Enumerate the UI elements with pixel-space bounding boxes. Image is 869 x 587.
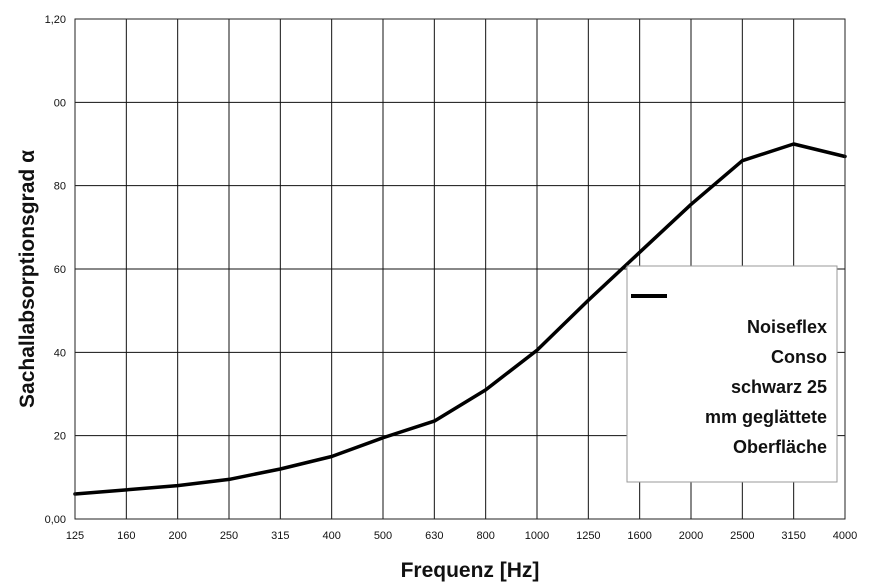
legend-label-line: schwarz 25 [731, 377, 827, 397]
x-tick-label: 160 [117, 530, 135, 542]
series-lines [73, 142, 847, 496]
legend-label: Noiseflex Conso schwarz 25 mm geglättete Obe… [705, 317, 827, 457]
x-tick-label: 500 [374, 530, 392, 542]
plot-frame [74, 18, 846, 520]
y-tick-label: 20 [54, 431, 66, 443]
legend-label-line: mm geglättete [705, 407, 827, 427]
legend-label-line: Oberfläche [733, 437, 827, 457]
y-tick-label: 0,00 [45, 514, 66, 526]
legend: Noiseflex Conso schwarz 25 mm geglättete Obe… [626, 265, 838, 483]
x-tick-label: 800 [476, 530, 494, 542]
x-tick-label: 400 [322, 530, 340, 542]
x-axis-title: Frequenz [Hz] [401, 559, 540, 582]
x-tick-label: 2000 [679, 530, 703, 542]
y-tick-label: 40 [54, 347, 66, 359]
y-tick-labels: 0,00 20 40 60 80 00 1,20 [45, 14, 66, 526]
x-tick-label: 3150 [781, 530, 805, 542]
x-tick-label: 200 [168, 530, 186, 542]
x-tick-label: 1000 [525, 530, 549, 542]
x-tick-label: 250 [220, 530, 238, 542]
y-tick-label: 1,20 [45, 14, 66, 26]
series-line [73, 142, 847, 496]
x-tick-label: 630 [425, 530, 443, 542]
y-tick-label: 80 [54, 181, 66, 193]
x-tick-label: 1250 [576, 530, 600, 542]
x-tick-label: 315 [271, 530, 289, 542]
legend-box [626, 265, 838, 483]
y-tick-label: 00 [54, 97, 66, 109]
x-tick-label: 4000 [833, 530, 857, 542]
x-tick-labels: 125 160 200 250 315 400 500 630 800 1000 1250 1600 2… [66, 530, 857, 542]
legend-label-line: Conso [771, 347, 827, 367]
x-tick-label: 125 [66, 530, 84, 542]
x-tick-label: 2500 [730, 530, 754, 542]
y-axis-title: Sachallabsorptionsgrad α [16, 150, 39, 408]
y-tick-label: 60 [54, 264, 66, 276]
x-tick-label: 1600 [627, 530, 651, 542]
legend-label-line: Noiseflex [747, 317, 827, 337]
